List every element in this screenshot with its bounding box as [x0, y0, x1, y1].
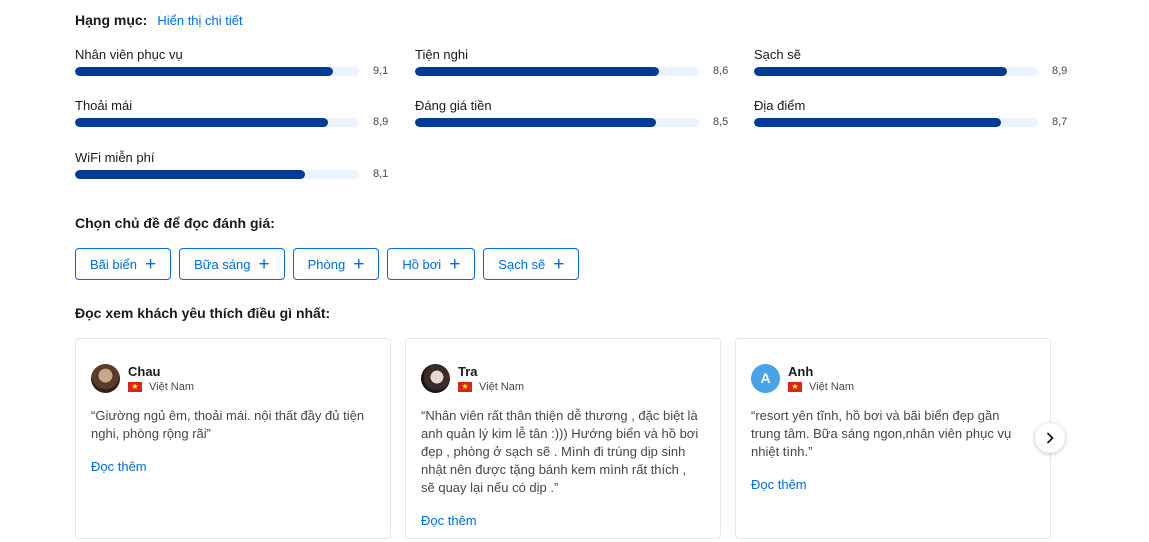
category-comfort: Thoải mái 8,9	[75, 98, 405, 128]
score-bar-track	[75, 170, 359, 179]
reviewer-country: ★ Việt Nam	[458, 381, 524, 393]
avatar: A	[751, 363, 780, 393]
topic-chip-room[interactable]: Phòng +	[292, 248, 380, 280]
vietnam-flag-icon: ★	[458, 381, 472, 392]
topic-chips: Bãi biển + Bữa sáng + Phòng + Hồ bơi + Sạch …	[75, 248, 580, 280]
score-bar-fill	[75, 118, 328, 127]
reviewer-country: ★ Việt Nam	[128, 381, 194, 393]
topic-chip-cleanliness[interactable]: Sạch sẽ +	[483, 248, 580, 280]
category-score: 8,9	[1052, 65, 1068, 77]
carousel-next-button[interactable]	[1035, 423, 1065, 453]
chip-label: Sạch sẽ	[498, 256, 546, 272]
vietnam-flag-icon: ★	[128, 381, 142, 392]
category-label: Tiện nghi	[415, 47, 468, 62]
category-free-wifi: WiFi miễn phí 8,1	[75, 150, 405, 180]
category-score: 8,6	[713, 65, 729, 77]
score-bar-fill	[415, 118, 657, 127]
reviewer: Chau ★ Việt Nam	[91, 363, 375, 393]
score-bar-track	[75, 67, 359, 76]
score-bar-track	[754, 118, 1038, 127]
review-text: “Nhân viên rất thân thiện dễ thương , đặ…	[421, 408, 699, 495]
plus-icon: +	[258, 253, 270, 275]
country-name: Việt Nam	[149, 380, 195, 393]
vietnam-flag-icon: ★	[788, 381, 802, 392]
plus-icon: +	[144, 253, 157, 275]
score-bar-fill	[75, 170, 306, 179]
score-bar-track	[75, 118, 359, 127]
plus-icon: +	[553, 253, 565, 275]
reviewer: A Anh ★ Việt Nam	[751, 363, 1035, 393]
category-location: Địa điểm 8,7	[754, 98, 1084, 128]
reviews-title: Đọc xem khách yêu thích điều gì nhất:	[75, 305, 331, 321]
review-text: “resort yên tĩnh, hồ bơi và bãi biển đẹp…	[751, 408, 1012, 459]
category-score: 8,9	[373, 116, 389, 128]
review-card: Tra ★ Việt Nam “Nhân viên rất thân thiện…	[405, 338, 721, 539]
categories-title: Hạng mục:	[75, 12, 148, 28]
reviewer-name: Anh	[788, 363, 814, 379]
category-staff: Nhân viên phục vụ 9,1	[75, 47, 405, 77]
read-more-link[interactable]: Đọc thêm	[421, 513, 477, 528]
avatar	[91, 363, 120, 393]
category-score: 9,1	[373, 65, 389, 77]
chevron-right-icon	[1047, 432, 1054, 444]
country-name: Việt Nam	[479, 380, 525, 393]
avatar	[421, 363, 450, 393]
country-name: Việt Nam	[809, 380, 855, 393]
score-bar-fill	[754, 118, 1002, 127]
chip-label: Bãi biển	[90, 256, 137, 272]
score-bar-track	[415, 118, 699, 127]
score-bar-fill	[415, 67, 660, 76]
categories-header: Hạng mục: Hiển thị chi tiết	[75, 12, 243, 28]
category-score: 8,7	[1052, 116, 1068, 128]
review-text: “Giường ngủ êm, thoải mái. nội thất đầy …	[91, 408, 365, 441]
category-label: Nhân viên phục vụ	[75, 47, 183, 62]
plus-icon: +	[353, 253, 365, 275]
reviewer-name: Chau	[128, 363, 161, 379]
review-card: Chau ★ Việt Nam “Giường ngủ êm, thoải má…	[75, 338, 391, 539]
category-label: Địa điểm	[754, 98, 806, 113]
category-score: 8,5	[713, 116, 729, 128]
reviewer: Tra ★ Việt Nam	[421, 363, 705, 393]
score-bar-fill	[75, 67, 334, 76]
chip-label: Phòng	[307, 256, 346, 272]
chip-label: Hồ bơi	[402, 256, 442, 272]
topic-chip-breakfast[interactable]: Bữa sáng +	[179, 248, 285, 280]
category-label: Thoải mái	[75, 98, 133, 113]
score-bar-track	[415, 67, 699, 76]
score-bar-track	[754, 67, 1038, 76]
reviewer-country: ★ Việt Nam	[788, 381, 854, 393]
category-label: WiFi miễn phí	[75, 150, 155, 165]
category-facilities: Tiện nghi 8,6	[415, 47, 745, 77]
read-more-link[interactable]: Đọc thêm	[751, 477, 807, 492]
category-label: Đáng giá tiền	[415, 98, 492, 113]
score-bar-fill	[754, 67, 1007, 76]
chip-label: Bữa sáng	[194, 256, 251, 272]
review-card: A Anh ★ Việt Nam “resort yên tĩnh, hồ bơ…	[735, 338, 1051, 539]
reviewer-name: Tra	[458, 363, 478, 379]
category-score: 8,1	[373, 168, 389, 180]
category-label: Sạch sẽ	[754, 47, 801, 62]
plus-icon: +	[449, 253, 461, 275]
topic-chip-pool[interactable]: Hồ bơi +	[387, 248, 476, 280]
read-more-link[interactable]: Đọc thêm	[91, 459, 147, 474]
show-details-link[interactable]: Hiển thị chi tiết	[157, 13, 243, 28]
topics-title: Chọn chủ đề để đọc đánh giá:	[75, 215, 275, 231]
category-cleanliness: Sạch sẽ 8,9	[754, 47, 1084, 77]
category-value-for-money: Đáng giá tiền 8,5	[415, 98, 745, 128]
topic-chip-beach[interactable]: Bãi biển +	[75, 248, 172, 280]
